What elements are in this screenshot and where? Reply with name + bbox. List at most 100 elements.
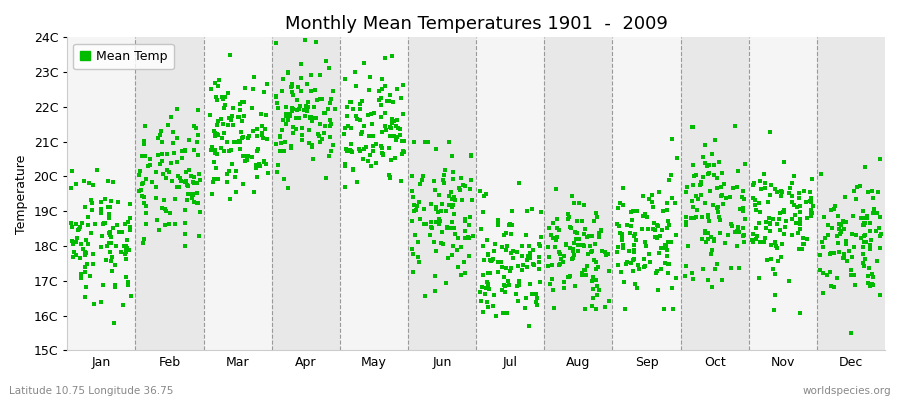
Point <box>413 216 428 222</box>
Point <box>255 130 269 137</box>
Point <box>526 261 540 267</box>
Point <box>487 248 501 254</box>
Point <box>214 145 229 151</box>
Point <box>724 220 738 227</box>
Point <box>700 163 715 170</box>
Point <box>279 111 293 117</box>
Point <box>710 174 724 181</box>
Point <box>775 241 789 247</box>
Point <box>572 236 587 242</box>
Point <box>686 124 700 130</box>
Point <box>519 232 534 239</box>
Point <box>567 252 581 259</box>
Point <box>662 222 677 229</box>
Point <box>444 224 458 231</box>
Point <box>609 221 624 227</box>
Point <box>856 244 870 250</box>
Point <box>428 178 442 184</box>
Point <box>344 99 358 105</box>
Point <box>660 207 674 214</box>
Point <box>122 282 136 288</box>
Point <box>705 150 719 157</box>
Point <box>624 259 638 266</box>
Point <box>660 247 674 253</box>
Point <box>255 132 269 138</box>
Point <box>101 204 115 210</box>
Point <box>239 156 254 163</box>
Point <box>432 216 446 222</box>
Point <box>385 52 400 59</box>
Point <box>357 60 372 66</box>
Point <box>872 245 886 252</box>
Point <box>380 98 394 104</box>
Point <box>84 230 98 236</box>
Point <box>388 154 402 161</box>
Point <box>486 303 500 310</box>
Point <box>710 184 724 191</box>
Point <box>650 268 664 274</box>
Point <box>396 148 410 154</box>
Point <box>286 92 301 98</box>
Point <box>74 275 88 281</box>
Point <box>119 246 133 252</box>
Point <box>454 174 468 181</box>
Point <box>85 196 99 203</box>
Point <box>226 122 240 128</box>
Point <box>545 220 560 226</box>
Point <box>704 251 718 258</box>
Text: Latitude 10.75 Longitude 36.75: Latitude 10.75 Longitude 36.75 <box>9 386 174 396</box>
Point <box>611 244 625 250</box>
Point <box>706 202 720 208</box>
Point <box>182 166 196 173</box>
Point <box>382 174 397 180</box>
Point <box>617 306 632 312</box>
Point <box>212 83 226 89</box>
Point <box>285 130 300 136</box>
Point <box>563 245 578 252</box>
Point <box>303 114 318 121</box>
Point <box>321 152 336 159</box>
Point <box>723 194 737 200</box>
Point <box>78 264 93 270</box>
Point <box>217 130 231 136</box>
Point <box>636 213 651 219</box>
Point <box>662 261 676 267</box>
Point <box>257 126 272 132</box>
Point <box>278 139 293 145</box>
Point <box>427 239 441 245</box>
Point <box>305 142 320 148</box>
Point <box>167 196 182 202</box>
Point <box>387 118 401 124</box>
Point <box>631 262 645 268</box>
Point <box>107 320 122 326</box>
Point <box>557 279 572 285</box>
Point <box>664 171 679 178</box>
Point <box>589 306 603 312</box>
Point <box>404 188 419 194</box>
Point <box>664 172 679 178</box>
Point <box>610 262 625 268</box>
Point <box>135 181 149 187</box>
Point <box>686 162 700 168</box>
Point <box>446 211 461 218</box>
Point <box>187 180 202 186</box>
Point <box>590 291 604 298</box>
Point <box>428 204 443 210</box>
Point <box>710 205 724 211</box>
Point <box>446 153 460 160</box>
Point <box>856 208 870 214</box>
Point <box>284 145 298 152</box>
Point <box>872 292 886 298</box>
Point <box>623 230 637 236</box>
Point <box>439 280 454 286</box>
Point <box>300 108 314 114</box>
Point <box>857 233 871 240</box>
Point <box>580 234 594 240</box>
Point <box>181 182 195 189</box>
Point <box>363 152 377 158</box>
Point <box>66 253 80 260</box>
Point <box>844 254 859 261</box>
Point <box>792 203 806 209</box>
Point <box>304 118 319 124</box>
Point <box>436 240 450 247</box>
